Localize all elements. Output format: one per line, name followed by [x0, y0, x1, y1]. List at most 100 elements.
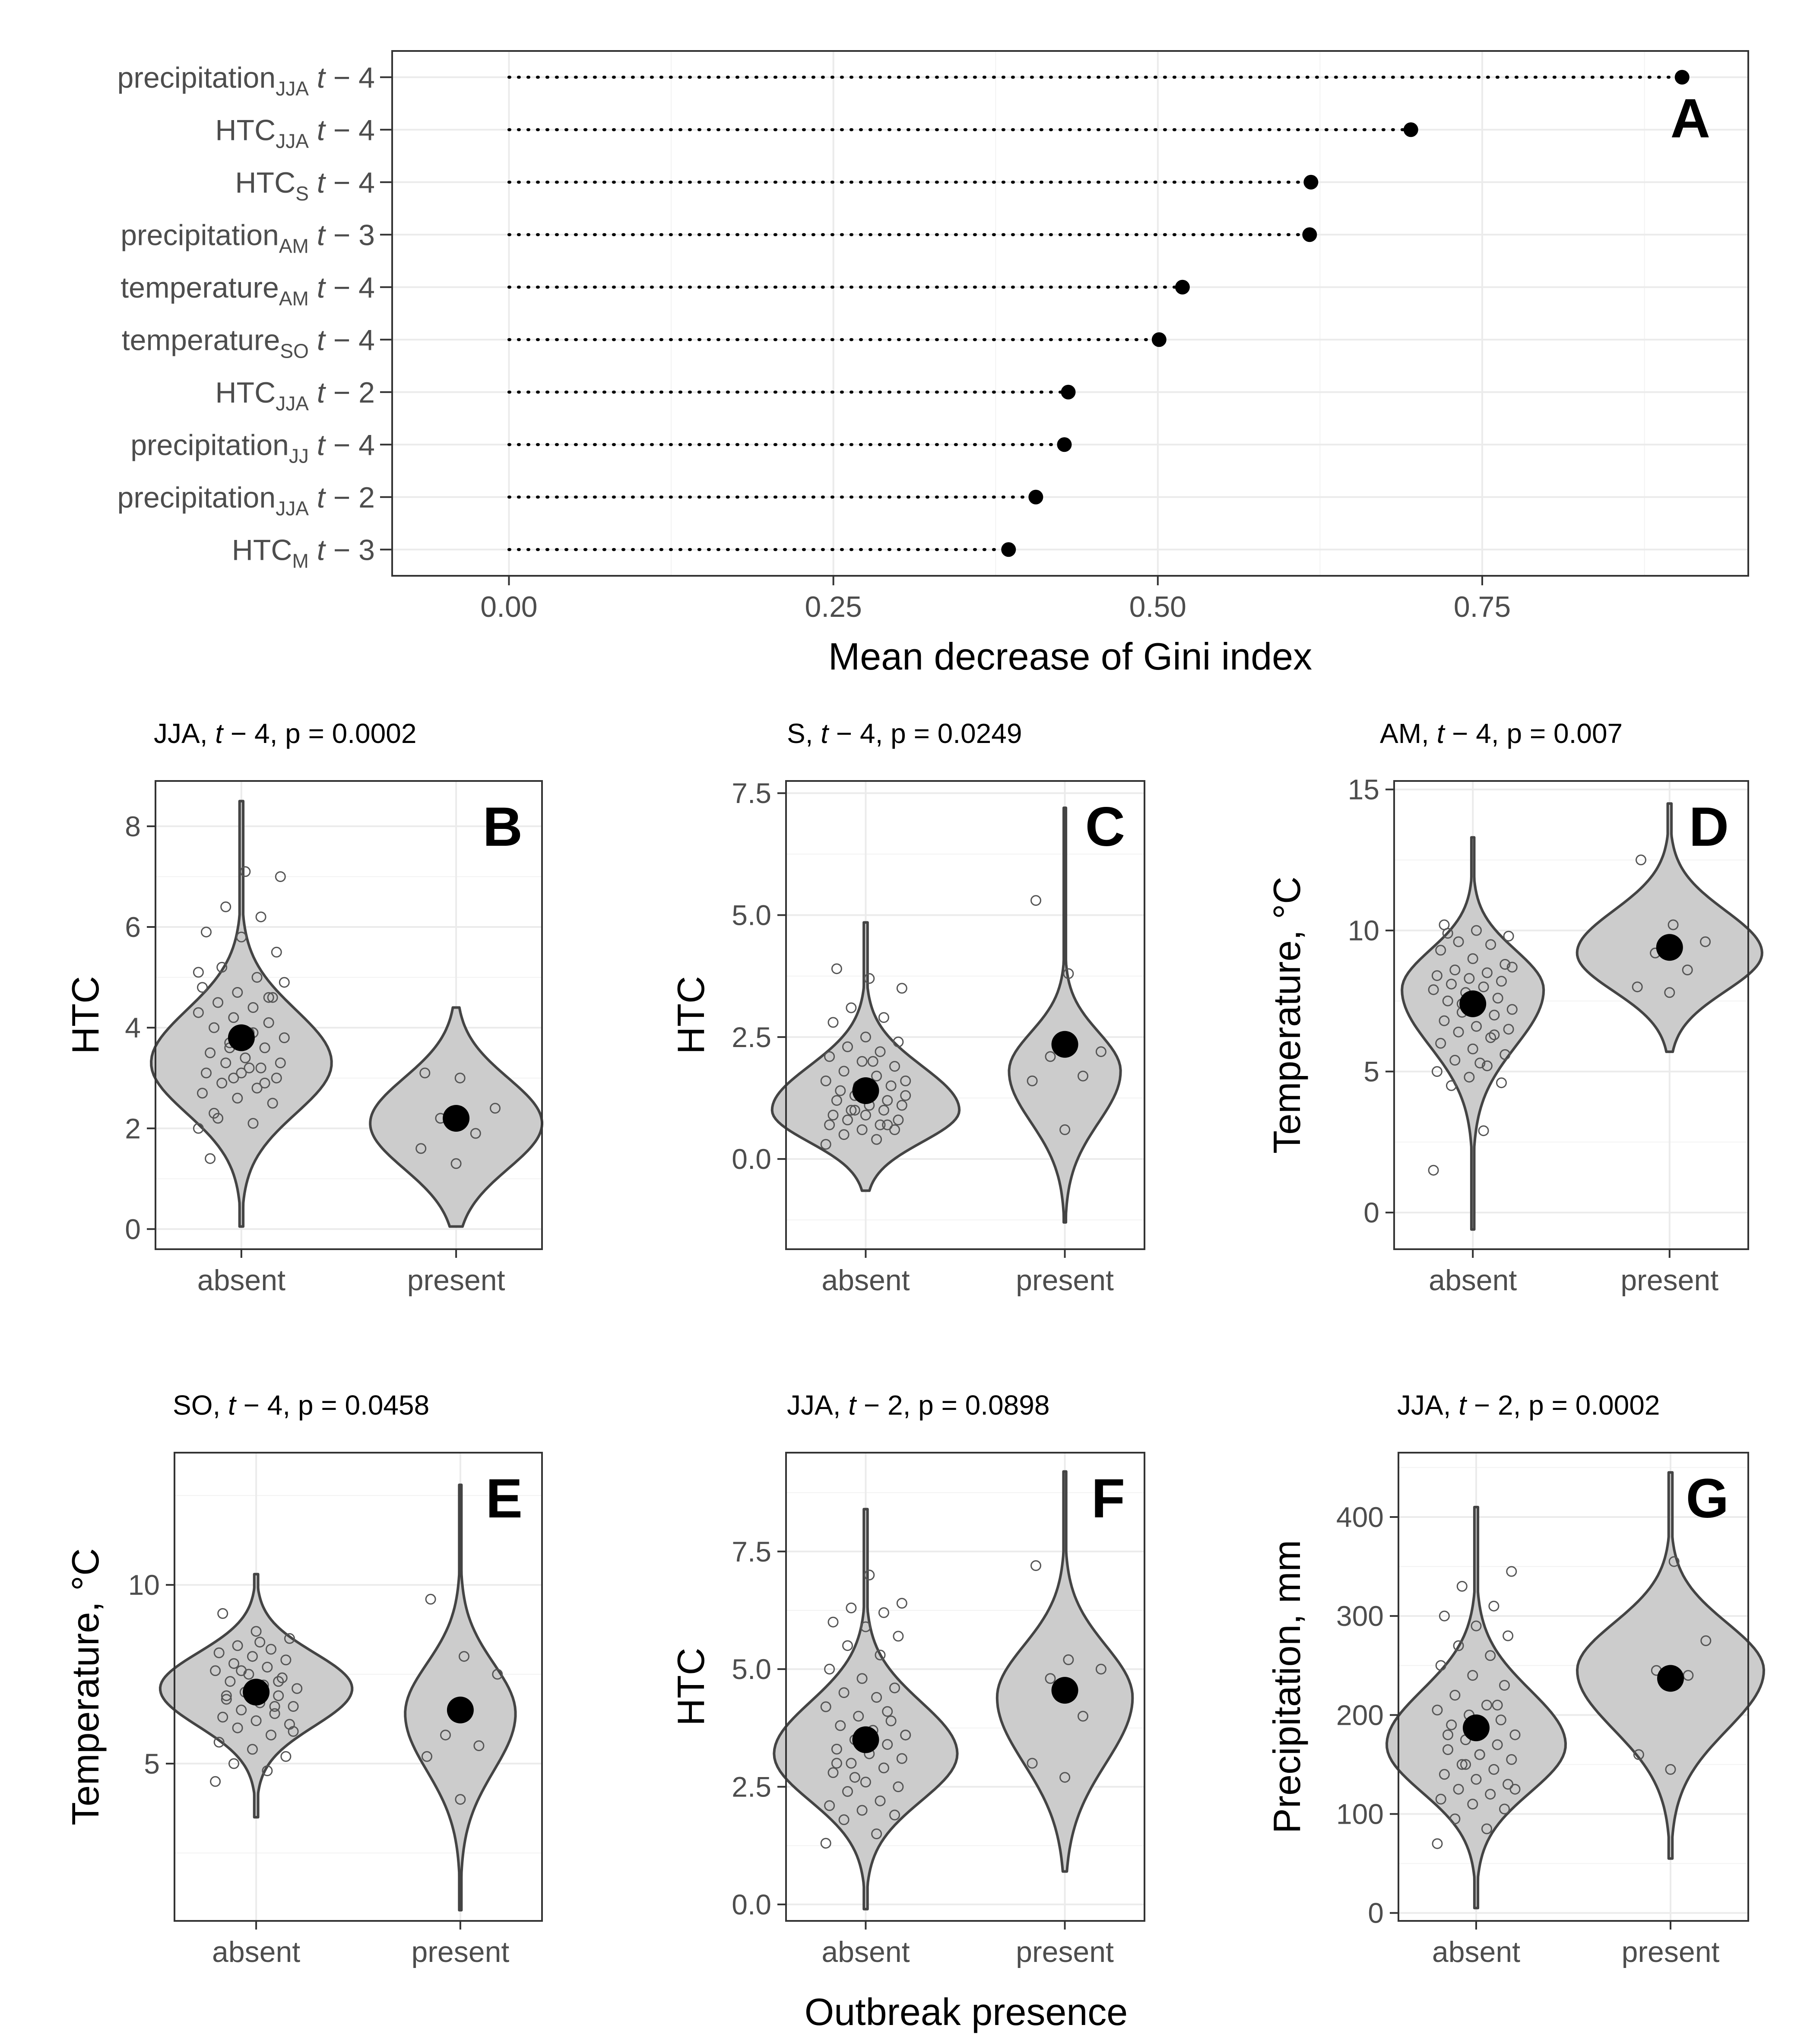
panel-title: SO, t − 4, p = 0.0458 [173, 1390, 429, 1421]
data-point [875, 1119, 886, 1130]
data-point [1503, 930, 1514, 942]
data-point [1456, 1581, 1468, 1592]
x-tick-label: 0.25 [805, 590, 862, 623]
data-point [827, 1110, 839, 1120]
data-point [267, 992, 278, 1003]
variable-label: temperatureSO t − 4 [122, 324, 375, 362]
data-point [1496, 976, 1507, 987]
mean-point [1657, 1665, 1684, 1692]
y-tick-label: 7.5 [732, 1536, 771, 1568]
variable-label: precipitationJJA t − 2 [117, 481, 375, 520]
data-point [225, 1676, 236, 1687]
data-point [846, 1105, 857, 1116]
data-point [1474, 1749, 1485, 1760]
data-point [860, 1777, 871, 1788]
data-point [856, 1056, 868, 1067]
lollipop-point [1175, 279, 1190, 295]
data-point [288, 1701, 299, 1712]
lollipop-point [1057, 437, 1072, 452]
lollipop-point [1151, 332, 1167, 347]
data-point [273, 1690, 284, 1701]
data-point [1665, 1764, 1676, 1775]
data-point [247, 1744, 258, 1755]
x-tick-label: absent [212, 1936, 300, 1968]
variable-label: precipitationJJA t − 4 [117, 61, 375, 100]
data-point [842, 1640, 853, 1651]
panel-a-variable-labels: precipitationJJA t − 4 HTCJJA t − 4 HTCS t… [117, 61, 392, 572]
panel-title: AM, t − 4, p = 0.007 [1380, 718, 1623, 749]
data-point [275, 1057, 286, 1069]
data-point [875, 1650, 886, 1660]
data-point [1431, 1066, 1442, 1077]
data-point [236, 931, 247, 943]
data-point [1439, 1015, 1450, 1026]
y-axis-title: HTC [669, 1648, 712, 1726]
shared-x-axis-title: Outbreak presence [805, 1990, 1128, 2033]
data-point [1078, 1070, 1088, 1082]
data-point [893, 1781, 904, 1792]
data-point [1439, 1610, 1450, 1622]
data-point [893, 1631, 904, 1642]
data-point [275, 871, 286, 882]
data-point [831, 1743, 842, 1755]
data-point [1636, 854, 1646, 866]
data-point [842, 1114, 853, 1126]
x-tick-label: absent [1429, 1264, 1517, 1297]
x-tick-label: present [1622, 1936, 1720, 1968]
data-point [1499, 1803, 1510, 1815]
data-point [846, 1603, 857, 1613]
data-point [236, 1665, 247, 1676]
data-point [1474, 1057, 1486, 1069]
y-axis-title: Temperature, °C [64, 1548, 107, 1825]
panel-a-x-ticks: 0.00 0.25 0.50 0.75 [480, 576, 1511, 623]
data-point [228, 1758, 239, 1769]
data-point [228, 1658, 239, 1669]
panel-letter: F [1091, 1468, 1125, 1530]
data-point [889, 1124, 900, 1135]
y-tick-label: 8 [125, 810, 141, 842]
data-point [1499, 1049, 1511, 1060]
data-point [1481, 1699, 1492, 1711]
x-tick-label: present [1016, 1936, 1114, 1968]
panel-letter: C [1085, 796, 1125, 858]
data-point [871, 1070, 882, 1082]
data-point [250, 1715, 262, 1727]
data-point [1485, 1650, 1496, 1661]
data-point [846, 1758, 857, 1769]
data-point [875, 1795, 886, 1806]
data-point [835, 1720, 846, 1731]
lollipop-point [1674, 70, 1690, 85]
data-point [247, 1118, 259, 1129]
data-point [193, 967, 204, 978]
data-point [1446, 978, 1457, 990]
data-point [1496, 1077, 1507, 1089]
data-point [212, 997, 224, 1008]
data-point [217, 1608, 228, 1619]
x-tick-label: absent [197, 1264, 285, 1297]
data-point [490, 1103, 501, 1114]
data-point [1095, 1663, 1106, 1675]
violin-present [1008, 806, 1122, 1224]
data-point [867, 1056, 878, 1067]
panel-c: S, t − 4, p = 0.0249 0.0 2.5 5.0 7.5 absent pr… [669, 718, 1145, 1297]
data-point [459, 1651, 469, 1662]
data-point [1503, 1779, 1514, 1790]
data-point [1467, 1043, 1478, 1054]
data-point [824, 1800, 835, 1811]
panel-letter: B [483, 796, 523, 858]
data-point [1063, 1654, 1074, 1665]
panel-letter: E [486, 1468, 523, 1530]
data-point [900, 1075, 911, 1086]
data-point [1664, 987, 1675, 998]
y-tick-label: 300 [1336, 1600, 1384, 1632]
mean-point [228, 1024, 255, 1051]
data-point [856, 1673, 868, 1684]
data-point [1471, 1620, 1482, 1631]
data-point [1682, 965, 1693, 975]
data-point [1700, 936, 1711, 947]
x-tick-label: present [1016, 1264, 1114, 1297]
data-point [251, 1082, 263, 1094]
data-point [255, 911, 266, 923]
mean-point [443, 1105, 470, 1132]
data-point [878, 1607, 889, 1618]
